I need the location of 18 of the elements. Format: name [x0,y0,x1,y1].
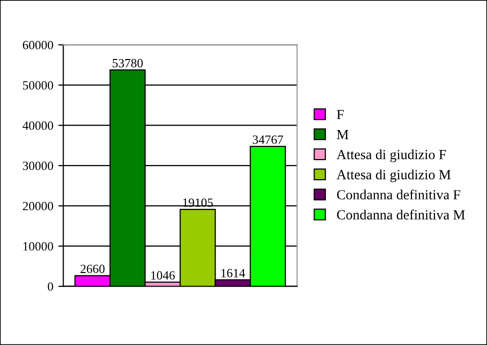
legend-label: Condanna definitiva M [337,210,465,220]
y-tick-label: 30000 [22,162,54,170]
data-label: 1046 [151,271,175,280]
data-label: 1614 [221,268,246,278]
y-tick-label: 50000 [23,81,54,90]
y-tick-label: 10000 [23,242,54,251]
y-tick-label: 40000 [22,121,54,130]
y-tick-label: 20000 [22,202,54,210]
legend-label: Attesa di giudizio F [336,149,446,162]
data-label: 53780 [112,58,143,68]
legend-label: Attesa di giudizio M [336,170,451,182]
y-tick-label: 60000 [22,40,54,50]
data-label: 2660 [80,264,105,274]
y-tick-label: 0 [48,282,54,291]
data-label: 34767 [252,135,284,144]
legend-label: M [336,130,348,140]
legend-label: Condanna definitiva F [337,190,460,200]
legend-label: F [336,110,344,120]
